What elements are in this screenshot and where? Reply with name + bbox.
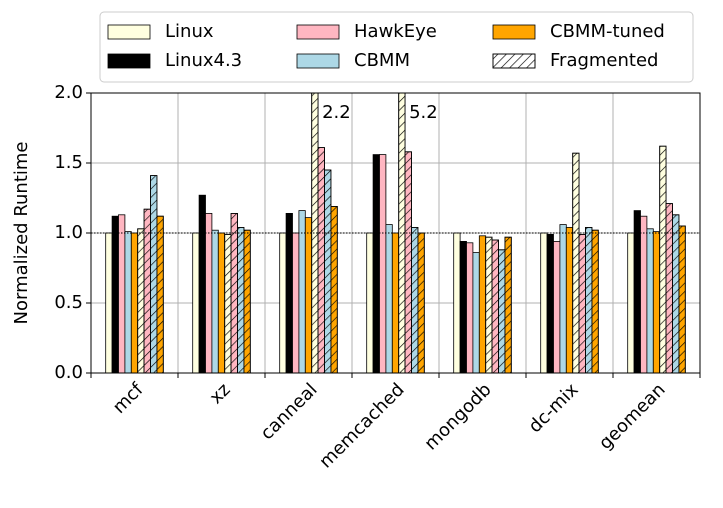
bar (466, 242, 474, 373)
bar (391, 232, 400, 373)
legend-label: Fragmented (550, 50, 658, 71)
x-tick-label: geomean (595, 379, 670, 454)
plot-area (91, 92, 700, 374)
hatch (485, 236, 493, 373)
bar (192, 232, 200, 373)
bar (385, 224, 393, 373)
y-axis-label: Normalized Runtime (11, 142, 32, 325)
bar (646, 228, 654, 373)
x-tick-label: mongodb (420, 379, 495, 454)
hatch (150, 175, 158, 373)
bar (118, 214, 126, 373)
bar (130, 232, 139, 373)
bar (279, 232, 287, 373)
hatch (665, 203, 673, 373)
legend-swatch (296, 24, 340, 40)
x-tick-label: dc-mix (525, 379, 583, 437)
bar (627, 232, 635, 373)
bar (565, 226, 574, 373)
value-label: 2.2 (322, 102, 351, 123)
hatch (498, 249, 506, 373)
legend-label: CBMM (354, 50, 410, 71)
value-label: 5.2 (409, 102, 438, 123)
hatch (404, 151, 412, 373)
bar (292, 232, 300, 373)
legend-swatch (107, 24, 151, 40)
hatch (311, 93, 319, 373)
bar (559, 224, 567, 373)
hatch (156, 215, 164, 373)
bar (633, 210, 641, 373)
legend (99, 11, 694, 83)
y-tick-label: 1.5 (54, 152, 83, 173)
hatch (237, 226, 245, 373)
bar (205, 212, 213, 373)
hatch (398, 93, 406, 373)
bar (111, 215, 119, 373)
hatch (504, 236, 512, 373)
legend-label: HawkEye (354, 21, 437, 42)
x-tick-label: canneal (257, 379, 322, 444)
bar (285, 212, 293, 373)
y-tick-label: 2.0 (54, 82, 83, 103)
legend-swatch (296, 53, 340, 69)
bar (459, 240, 467, 373)
bar (553, 240, 561, 373)
y-tick-label: 0.5 (54, 292, 83, 313)
bar (298, 210, 306, 373)
bar (105, 232, 113, 373)
x-tick-label: xz (206, 379, 235, 408)
bar (124, 231, 132, 373)
x-tick-label: memcached (315, 379, 408, 472)
bars (105, 93, 686, 373)
hatch (572, 152, 580, 373)
bar (372, 154, 380, 373)
bar (379, 154, 387, 373)
hatch (411, 226, 419, 373)
hatch (330, 205, 338, 373)
bar (217, 232, 226, 373)
hatch (243, 229, 251, 373)
hatch (137, 228, 145, 373)
hatch (230, 212, 238, 373)
bar (546, 233, 554, 373)
y-tick-label: 0.0 (54, 362, 83, 383)
hatch (591, 229, 599, 373)
bar (472, 252, 480, 373)
legend-label: Linux (165, 21, 214, 42)
hatch (672, 214, 680, 373)
hatch (224, 233, 232, 373)
hatch (324, 169, 332, 373)
hatch (678, 225, 686, 373)
bar (304, 217, 313, 373)
bar (198, 194, 206, 373)
legend-hatch (492, 53, 536, 69)
hatch (317, 147, 325, 373)
bar (211, 229, 219, 373)
legend-label: CBMM-tuned (550, 21, 665, 42)
hatch (659, 145, 667, 373)
hatch (417, 232, 425, 373)
x-tick-label: mcf (109, 379, 148, 418)
bar (453, 232, 461, 373)
legend-swatch (107, 53, 151, 69)
hatch (491, 239, 499, 373)
bar (366, 232, 374, 373)
bar (478, 235, 487, 373)
hatch (143, 208, 151, 373)
legend-label: Linux4.3 (165, 50, 242, 71)
y-tick-label: 1.0 (54, 222, 83, 243)
hatch (578, 233, 586, 373)
bar (640, 215, 648, 373)
bar (540, 232, 548, 373)
bar (652, 231, 661, 373)
hatch (585, 226, 593, 373)
legend-swatch (492, 24, 536, 40)
